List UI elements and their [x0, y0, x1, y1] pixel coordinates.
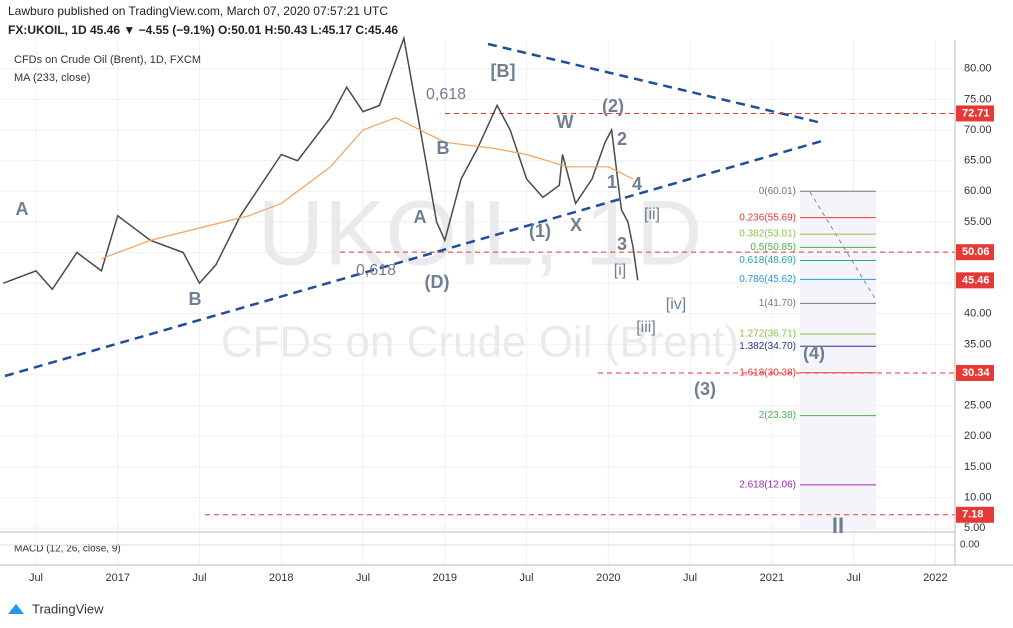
price-tag-label: 30.34 — [962, 367, 990, 379]
grid — [0, 40, 955, 565]
wave-label: B — [437, 138, 450, 158]
price-tag — [956, 364, 994, 381]
x-tick-label: 2022 — [923, 572, 947, 584]
fib-label: 0(60.01) — [759, 186, 796, 197]
wave-label: (1) — [529, 221, 551, 241]
fib-label: 0.236(55.69) — [739, 212, 796, 223]
price-line-series — [3, 35, 639, 291]
x-tick-label: 2019 — [433, 572, 457, 584]
wave-label: [iii] — [636, 319, 656, 336]
y-tick-label: 55.00 — [964, 216, 992, 228]
price-tag — [956, 506, 994, 523]
fib-label: 1(41.70) — [759, 298, 796, 309]
wave-label: 4 — [632, 174, 642, 194]
wave-label: (3) — [694, 379, 716, 399]
price-tag-label: 72.71 — [962, 107, 990, 119]
x-tick-label: 2018 — [269, 572, 293, 584]
y-tick-label: 60.00 — [964, 185, 992, 197]
x-tick-label: Jul — [520, 572, 534, 584]
wave-label: (4) — [803, 343, 825, 363]
fib-label: 0.5(50.85) — [750, 242, 796, 253]
y-tick-label: 65.00 — [964, 155, 992, 167]
wave-label: 3 — [617, 234, 627, 254]
wave-label: B — [189, 289, 202, 309]
fib-label: 0.786(45.62) — [739, 274, 796, 285]
moving-average — [101, 117, 634, 260]
x-tick-label: 2020 — [596, 572, 620, 584]
wave-label: [ii] — [644, 206, 660, 223]
fib-note: 0,618 — [426, 86, 466, 103]
fib-label: 1.382(34.70) — [739, 341, 796, 352]
logo — [8, 604, 24, 614]
trendline — [487, 42, 823, 125]
wave-label: W — [557, 112, 574, 132]
wave-label: 2 — [617, 129, 627, 149]
quote: FX:UKOIL, 1D 45.46 ▼ −4.55 (−9.1%) O:50.… — [8, 23, 398, 37]
x-tick-label: 2021 — [760, 572, 784, 584]
plot: 0(60.01) 0.236(55.69) 0.382(53.01) 0.5(50.8… — [3, 35, 955, 516]
y-tick-label: 80.00 — [964, 63, 992, 75]
footer-brand[interactable]: TradingView — [32, 601, 104, 616]
wave-label: [i] — [614, 262, 626, 279]
price-tag — [956, 105, 994, 122]
trendline — [4, 139, 823, 378]
x-tick-label: Jul — [29, 572, 43, 584]
y-tick-label: 40.00 — [964, 308, 992, 320]
y-tick-label: 15.00 — [964, 461, 992, 473]
watermark-sub: CFDs on Crude Oil (Brent) — [221, 318, 739, 367]
wave-label: II — [832, 513, 844, 538]
fib-label: 0.618(48.69) — [739, 255, 796, 266]
x-tick-label: Jul — [356, 572, 370, 584]
x-tick-label: 2017 — [105, 572, 129, 584]
wave-label: [B] — [491, 61, 516, 81]
price-tag-label: 7.18 — [962, 509, 983, 521]
wave-label: A — [16, 199, 29, 219]
chart-title: CFDs on Crude Oil (Brent), 1D, FXCM — [14, 54, 201, 66]
y-tick-label: 35.00 — [964, 338, 992, 350]
price-tag-label: 45.46 — [962, 274, 990, 286]
price-tag — [956, 272, 994, 289]
fib-label: 1.272(36.71) — [739, 329, 796, 340]
wave-label: (D) — [425, 272, 450, 292]
publisher: Lawburo published on TradingView.com, Ma… — [8, 4, 388, 18]
macd-label: MACD (12, 26, close, 9) — [14, 544, 121, 555]
x-tick-label: Jul — [192, 572, 206, 584]
y-tick-label: 25.00 — [964, 400, 992, 412]
macd-tick: 0.00 — [960, 540, 980, 551]
y-tick-label: 75.00 — [964, 93, 992, 105]
y-tick-label: 70.00 — [964, 124, 992, 136]
wave-label: X — [570, 215, 582, 235]
x-tick-label: Jul — [683, 572, 697, 584]
fib-label: 2(23.38) — [759, 410, 796, 421]
y-tick-label: 10.00 — [964, 491, 992, 503]
projection — [809, 191, 877, 301]
price-tag-label: 50.06 — [962, 246, 990, 258]
fib-note: 0,618 — [356, 262, 396, 279]
wave-label: 1 — [607, 172, 617, 192]
price-tag — [956, 244, 994, 261]
wave-label: [iv] — [666, 296, 686, 313]
y-tick-label: 5.00 — [964, 522, 985, 534]
wave-label: (2) — [602, 96, 624, 116]
watermark: UKOIL, 1D — [258, 182, 703, 284]
legend-ma: MA (233, close) — [14, 72, 90, 84]
x-tick-label: Jul — [847, 572, 861, 584]
y-tick-label: 20.00 — [964, 430, 992, 442]
fib-label: 2.618(12.06) — [739, 480, 796, 491]
fib-label: 0.382(53.01) — [739, 229, 796, 240]
wave-label: A — [414, 207, 427, 227]
fib-zone — [800, 190, 876, 530]
fib-label: 1.618(30.38) — [739, 367, 796, 378]
